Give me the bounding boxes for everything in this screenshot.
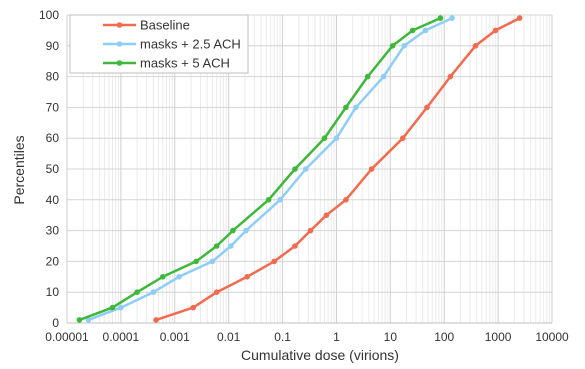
data-point bbox=[153, 317, 159, 323]
data-point bbox=[228, 243, 234, 249]
legend-swatch-marker bbox=[116, 60, 123, 66]
data-point bbox=[85, 317, 92, 323]
data-point bbox=[401, 43, 407, 49]
data-point bbox=[265, 197, 272, 203]
data-point bbox=[134, 289, 140, 296]
legend-label: Baseline bbox=[140, 18, 190, 33]
y-axis-label: Percentiles bbox=[11, 135, 27, 204]
data-point bbox=[353, 104, 359, 111]
legend-item: masks + 2.5 ACH bbox=[103, 37, 241, 52]
y-tick-label: 30 bbox=[46, 224, 60, 238]
x-tick-label: 100 bbox=[434, 330, 454, 344]
data-point bbox=[292, 166, 298, 172]
legend-box bbox=[69, 14, 249, 74]
data-point bbox=[213, 289, 220, 296]
y-tick-label: 50 bbox=[46, 162, 60, 176]
data-point bbox=[76, 317, 83, 323]
data-point bbox=[193, 258, 199, 265]
data-point bbox=[409, 27, 416, 34]
series-2 bbox=[85, 15, 455, 323]
x-tick-label: 0.00001 bbox=[45, 330, 89, 344]
x-tick-label: 0.01 bbox=[217, 330, 241, 344]
data-point bbox=[303, 166, 309, 172]
data-point bbox=[230, 227, 236, 234]
legend-item: Baseline bbox=[103, 18, 190, 33]
data-point bbox=[343, 197, 349, 203]
data-point bbox=[364, 73, 371, 80]
data-point bbox=[516, 15, 523, 21]
data-point bbox=[422, 27, 429, 34]
data-point bbox=[449, 15, 455, 21]
data-point bbox=[109, 304, 116, 311]
y-tick-label: 0 bbox=[52, 316, 59, 330]
data-point bbox=[277, 197, 283, 203]
data-point bbox=[424, 104, 430, 111]
legend-item: masks + 5 ACH bbox=[103, 56, 230, 71]
x-tick-label: 1 bbox=[333, 330, 340, 344]
series-line bbox=[155, 16, 521, 322]
data-point bbox=[209, 258, 216, 265]
data-point bbox=[292, 243, 298, 249]
legend: Baseline masks + 2.5 ACH masks + 5 ACH bbox=[69, 14, 249, 74]
y-tick-label: 80 bbox=[46, 70, 60, 84]
series-3 bbox=[76, 15, 444, 323]
data-point bbox=[333, 135, 340, 141]
y-tick-label: 20 bbox=[46, 254, 60, 268]
data-point bbox=[190, 304, 196, 311]
data-point bbox=[243, 227, 249, 234]
data-point bbox=[389, 43, 396, 49]
data-point bbox=[271, 258, 278, 265]
data-point bbox=[213, 243, 220, 249]
data-point bbox=[343, 104, 349, 111]
data-point bbox=[447, 73, 454, 80]
series-layer bbox=[76, 15, 523, 323]
y-tick-label: 10 bbox=[46, 285, 60, 299]
x-tick-label: 0.0001 bbox=[103, 330, 140, 344]
y-tick-label: 60 bbox=[46, 131, 60, 145]
legend-label: masks + 5 ACH bbox=[140, 56, 230, 71]
data-point bbox=[244, 274, 250, 280]
x-tick-label: 0.001 bbox=[160, 330, 190, 344]
data-point bbox=[380, 73, 387, 80]
data-point bbox=[400, 135, 406, 141]
series-1 bbox=[153, 15, 523, 323]
y-tick-label: 70 bbox=[46, 100, 60, 114]
x-tick-label: 0.1 bbox=[274, 330, 291, 344]
legend-swatch-marker bbox=[116, 41, 123, 47]
y-tick-label: 40 bbox=[46, 193, 60, 207]
data-point bbox=[321, 135, 328, 141]
data-point bbox=[323, 212, 330, 218]
data-point bbox=[150, 289, 157, 296]
legend-swatch-marker bbox=[116, 22, 123, 28]
legend-label: masks + 2.5 ACH bbox=[140, 37, 241, 52]
x-tick-label: 1000 bbox=[485, 330, 512, 344]
data-point bbox=[176, 274, 182, 280]
data-point bbox=[472, 43, 479, 49]
data-point bbox=[437, 15, 444, 21]
y-tick-label: 100 bbox=[39, 8, 59, 22]
x-tick-label: 10 bbox=[384, 330, 398, 344]
data-point bbox=[160, 274, 166, 280]
data-point bbox=[307, 227, 314, 234]
data-point bbox=[118, 304, 124, 311]
data-point bbox=[368, 166, 375, 172]
y-axis-ticks: 0 10 20 30 40 50 60 70 80 90 100 bbox=[39, 8, 59, 330]
x-tick-label: 10000 bbox=[535, 330, 569, 344]
y-tick-label: 90 bbox=[46, 39, 60, 53]
data-point bbox=[492, 27, 499, 34]
x-axis-ticks: 0.00001 0.0001 0.001 0.01 0.1 1 10 100 1000 10000 bbox=[45, 330, 569, 344]
x-axis-label: Cumulative dose (virions) bbox=[241, 347, 399, 363]
